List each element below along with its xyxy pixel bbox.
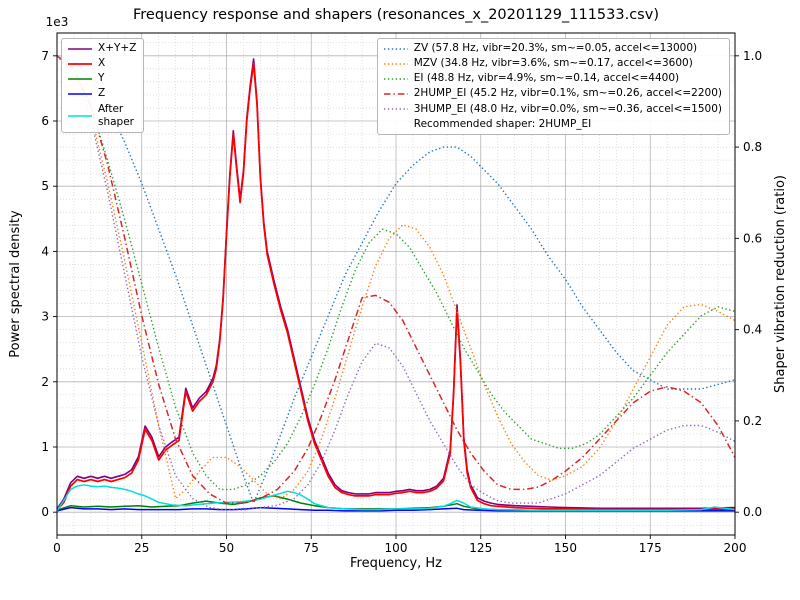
legend-line-sample — [383, 62, 408, 65]
y-left-tick-label: 1 — [41, 440, 49, 454]
y-left-tick-label: 0 — [41, 505, 49, 519]
legend-label: Y — [98, 72, 105, 85]
y-right-tick-label: 0.8 — [743, 140, 762, 154]
legend-label: MZV (34.8 Hz, vibr=3.6%, sm~=0.17, accel… — [413, 57, 693, 70]
y-axis-label-left: Power spectral density — [8, 210, 23, 358]
legend-line-sample — [68, 78, 92, 80]
series-group — [56, 55, 736, 512]
y-left-offset-text: 1e3 — [46, 15, 69, 29]
y-axis-label-right: Shaper vibration reduction (ratio) — [773, 175, 788, 393]
legend-line-sample — [383, 93, 408, 95]
legend-label: X — [98, 57, 106, 70]
legend-label: EI (48.8 Hz, vibr=4.9%, sm~=0.14, accel<… — [413, 72, 680, 85]
legend-label: 3HUMP_EI (48.0 Hz, vibr=0.0%, sm~=0.36, … — [413, 102, 722, 115]
series-mzv — [56, 55, 736, 500]
legend-item: Y — [67, 72, 136, 85]
legend-line-sample — [68, 114, 92, 117]
x-tick-label: 200 — [724, 541, 747, 555]
series-after_shaper — [56, 484, 736, 512]
legend-label: After shaper — [98, 102, 135, 128]
series-ei — [56, 55, 736, 491]
series-z — [56, 506, 735, 512]
legend-psd: X+Y+Z X Y Z After shaper — [61, 38, 145, 133]
legend-line-sample — [383, 78, 408, 80]
legend-item: 3HUMP_EI (48.0 Hz, vibr=0.0%, sm~=0.36, … — [383, 103, 722, 116]
y-right-tick-label: 0.6 — [743, 231, 762, 245]
legend-label: Recommended shaper: 2HUMP_EI — [413, 117, 592, 130]
legend-item: X+Y+Z — [67, 42, 136, 55]
legend-blank-sample — [383, 118, 409, 130]
y-right-tick-label: 1.0 — [743, 49, 762, 63]
y-right-tick-label: 0.0 — [743, 505, 762, 519]
x-tick-label: 25 — [134, 541, 149, 555]
x-tick-label: 175 — [639, 541, 662, 555]
series-3hump_ei — [56, 55, 736, 511]
x-axis-label: Frequency, Hz — [349, 556, 443, 571]
x-tick-label: 0 — [53, 541, 61, 555]
tick-marks — [53, 55, 739, 539]
y-right-tick-label: 0.4 — [743, 323, 762, 337]
legend-line-sample — [68, 62, 92, 65]
y-left-tick-label: 6 — [41, 114, 49, 128]
legend-line-sample — [68, 47, 92, 50]
legend-label: Z — [98, 87, 106, 100]
legend-line-sample — [383, 108, 408, 110]
y-right-tick-label: 0.2 — [743, 414, 762, 428]
legend-line-sample — [383, 47, 408, 50]
y-left-tick-label: 4 — [41, 244, 49, 258]
legend-label: ZV (57.8 Hz, vibr=20.3%, sm~=0.05, accel… — [413, 42, 698, 54]
series-x — [56, 62, 736, 511]
legend-item: Z — [67, 87, 136, 100]
y-left-tick-label: 5 — [41, 179, 49, 193]
y-left-tick-label: 7 — [41, 49, 49, 63]
legend-item: MZV (34.8 Hz, vibr=3.6%, sm~=0.17, accel… — [383, 57, 722, 70]
y-left-tick-label: 3 — [41, 310, 49, 324]
legend-label: X+Y+Z — [98, 42, 137, 54]
legend-item: After shaper — [67, 103, 136, 129]
legend-label: 2HUMP_EI (45.2 Hz, vibr=0.1%, sm~=0.26, … — [413, 87, 722, 100]
legend-shapers: ZV (57.8 Hz, vibr=20.3%, sm~=0.05, accel… — [376, 38, 730, 135]
tick-labels: 0 25 50 75 100 125 150 175 200 0 1 2 3 4 5 6 7 0.0 0.2 0.4 0… — [41, 15, 762, 555]
legend-item: 2HUMP_EI (45.2 Hz, vibr=0.1%, sm~=0.26, … — [383, 87, 722, 100]
series-2hump_ei — [56, 55, 736, 504]
x-tick-label: 50 — [219, 541, 234, 555]
legend-item: Recommended shaper: 2HUMP_EI — [383, 118, 722, 131]
x-tick-label: 125 — [469, 541, 492, 555]
legend-item: ZV (57.8 Hz, vibr=20.3%, sm~=0.05, accel… — [383, 42, 722, 55]
x-tick-label: 100 — [385, 541, 408, 555]
x-tick-label: 75 — [304, 541, 319, 555]
chart-title: Frequency response and shapers (resonanc… — [133, 7, 659, 23]
y-left-tick-label: 2 — [41, 375, 49, 389]
x-tick-label: 150 — [554, 541, 577, 555]
legend-item: X — [67, 57, 136, 70]
legend-item: EI (48.8 Hz, vibr=4.9%, sm~=0.14, accel<… — [383, 72, 722, 85]
legend-line-sample — [68, 93, 92, 95]
